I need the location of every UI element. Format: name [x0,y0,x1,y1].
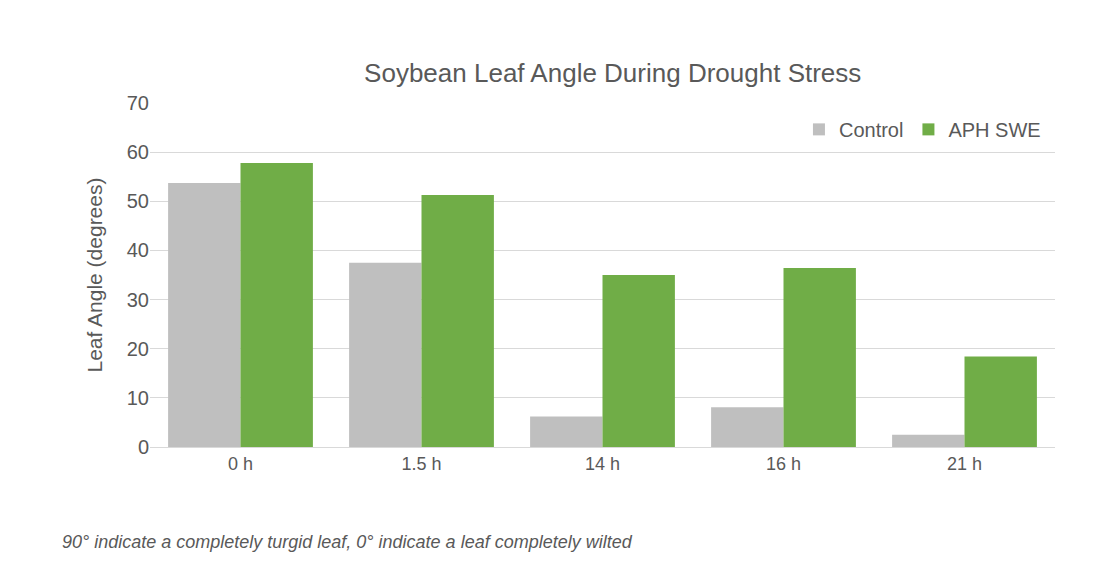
svg-text:21 h: 21 h [947,454,982,474]
svg-text:0 h: 0 h [228,454,253,474]
svg-text:Control: Control [839,119,903,141]
svg-text:Leaf Angle (degrees): Leaf Angle (degrees) [83,178,106,373]
svg-text:30: 30 [127,289,149,311]
svg-text:0: 0 [138,436,149,458]
svg-text:60: 60 [127,141,149,163]
svg-text:1.5 h: 1.5 h [401,454,441,474]
svg-text:90° indicate a completely turg: 90° indicate a completely turgid leaf, 0… [62,532,633,552]
svg-text:50: 50 [127,190,149,212]
svg-text:Soybean Leaf Angle During Drou: Soybean Leaf Angle During Drought Stress [364,58,861,88]
svg-text:APH SWE: APH SWE [948,119,1040,141]
svg-text:10: 10 [127,387,149,409]
svg-text:14 h: 14 h [585,454,620,474]
svg-text:20: 20 [127,338,149,360]
svg-text:16 h: 16 h [766,454,801,474]
svg-text:40: 40 [127,239,149,261]
svg-text:70: 70 [127,92,149,114]
